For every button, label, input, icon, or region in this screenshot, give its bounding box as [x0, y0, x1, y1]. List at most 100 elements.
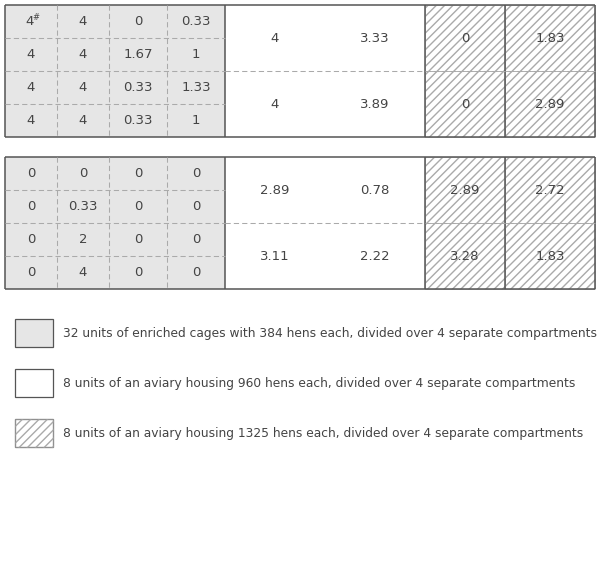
- Text: 2.89: 2.89: [451, 183, 479, 196]
- Bar: [167, 71, 225, 104]
- Text: 4: 4: [271, 32, 279, 45]
- Bar: [109, 5, 167, 38]
- Bar: [109, 71, 167, 104]
- Bar: [505, 157, 595, 223]
- Bar: [325, 71, 425, 137]
- Text: 1.83: 1.83: [535, 32, 565, 45]
- Text: 32 units of enriched cages with 384 hens each, divided over 4 separate compartme: 32 units of enriched cages with 384 hens…: [63, 327, 597, 340]
- Bar: [15, 419, 53, 447]
- Text: 1: 1: [192, 48, 200, 61]
- Bar: [167, 38, 225, 71]
- Bar: [109, 104, 167, 137]
- Text: 0: 0: [192, 266, 200, 279]
- Bar: [425, 223, 505, 289]
- Text: 4: 4: [79, 81, 87, 94]
- Bar: [5, 71, 57, 104]
- Bar: [167, 256, 225, 289]
- Bar: [425, 71, 505, 137]
- Text: 3.33: 3.33: [360, 32, 390, 45]
- Bar: [225, 5, 325, 71]
- Text: 0.33: 0.33: [68, 200, 98, 213]
- Bar: [505, 71, 595, 137]
- Text: #: #: [32, 13, 39, 22]
- Bar: [109, 157, 167, 190]
- Text: 4: 4: [25, 15, 34, 28]
- Text: 0.78: 0.78: [361, 183, 389, 196]
- Bar: [505, 223, 595, 289]
- Bar: [5, 223, 57, 256]
- Text: 3.89: 3.89: [361, 97, 389, 110]
- Text: 1.67: 1.67: [123, 48, 153, 61]
- Text: 4: 4: [79, 15, 87, 28]
- Bar: [425, 157, 505, 223]
- Bar: [57, 5, 109, 38]
- Text: 0: 0: [461, 97, 469, 110]
- Bar: [57, 104, 109, 137]
- Text: 0.33: 0.33: [123, 114, 153, 127]
- Text: 0: 0: [134, 15, 142, 28]
- Bar: [109, 38, 167, 71]
- Bar: [225, 157, 325, 223]
- Bar: [5, 256, 57, 289]
- Bar: [425, 71, 505, 137]
- Text: 0: 0: [134, 266, 142, 279]
- Bar: [57, 71, 109, 104]
- Text: 3.11: 3.11: [260, 250, 290, 263]
- Text: 0.33: 0.33: [123, 81, 153, 94]
- Bar: [425, 5, 505, 71]
- Bar: [167, 5, 225, 38]
- Text: 0: 0: [192, 233, 200, 246]
- Text: 4: 4: [271, 97, 279, 110]
- Bar: [57, 256, 109, 289]
- Text: 2.89: 2.89: [535, 97, 565, 110]
- Text: 2.72: 2.72: [535, 183, 565, 196]
- Text: 0: 0: [27, 200, 35, 213]
- Text: 0: 0: [192, 200, 200, 213]
- Text: 4: 4: [27, 81, 35, 94]
- Bar: [5, 157, 57, 190]
- Text: 4: 4: [27, 48, 35, 61]
- Bar: [325, 223, 425, 289]
- Bar: [167, 157, 225, 190]
- Bar: [5, 190, 57, 223]
- Bar: [5, 38, 57, 71]
- Bar: [225, 223, 325, 289]
- Text: 0: 0: [79, 167, 87, 180]
- Bar: [167, 223, 225, 256]
- Bar: [425, 5, 505, 71]
- Bar: [57, 190, 109, 223]
- Bar: [5, 104, 57, 137]
- Bar: [505, 5, 595, 71]
- Bar: [15, 419, 53, 447]
- Bar: [505, 157, 595, 223]
- Bar: [505, 223, 595, 289]
- Bar: [505, 71, 595, 137]
- Bar: [57, 223, 109, 256]
- Text: 2: 2: [79, 233, 87, 246]
- Text: 3.28: 3.28: [450, 250, 480, 263]
- Text: 0.33: 0.33: [181, 15, 211, 28]
- Bar: [5, 5, 57, 38]
- Text: 0: 0: [27, 266, 35, 279]
- Bar: [57, 38, 109, 71]
- Text: 4: 4: [27, 114, 35, 127]
- Bar: [167, 190, 225, 223]
- Bar: [425, 223, 505, 289]
- Text: 4: 4: [79, 266, 87, 279]
- Text: 0: 0: [461, 32, 469, 45]
- Bar: [15, 369, 53, 397]
- Text: 0: 0: [192, 167, 200, 180]
- Text: 0: 0: [27, 167, 35, 180]
- Text: 1.83: 1.83: [535, 250, 565, 263]
- Text: 4: 4: [79, 48, 87, 61]
- Bar: [225, 71, 325, 137]
- Text: 8 units of an aviary housing 960 hens each, divided over 4 separate compartments: 8 units of an aviary housing 960 hens ea…: [63, 376, 575, 389]
- Bar: [505, 5, 595, 71]
- Text: 0: 0: [134, 233, 142, 246]
- Text: 1: 1: [192, 114, 200, 127]
- Bar: [167, 104, 225, 137]
- Text: 0: 0: [27, 233, 35, 246]
- Bar: [15, 319, 53, 347]
- Text: 2.22: 2.22: [360, 250, 390, 263]
- Bar: [109, 190, 167, 223]
